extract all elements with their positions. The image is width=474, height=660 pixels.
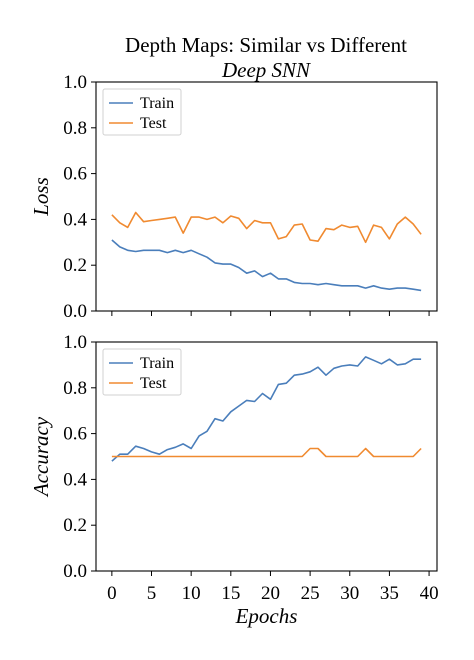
x-tick-label: 40 (420, 583, 439, 604)
legend-label: Train (140, 95, 174, 112)
accuracy-panel: 0.0 0.2 0.4 0.6 0.8 1.0 0 5 10 15 20 25 30 35 40 Accura… (29, 332, 439, 628)
series-line-test (111, 211, 422, 244)
axes-frame (95, 341, 438, 572)
legend-label: Test (140, 115, 167, 132)
x-tick-label: 25 (301, 583, 320, 604)
loss-panel: 0.0 0.2 0.4 0.6 0.8 1.0 Loss Train Test (29, 72, 438, 322)
y-axis-label: Loss (29, 177, 53, 217)
x-tick-label: 10 (182, 583, 201, 604)
chart-subtitle: Deep SNN (221, 58, 311, 82)
y-tick-label: 0.0 (63, 561, 87, 582)
y-tick-label: 0.4 (63, 209, 87, 230)
y-axis-label: Accuracy (29, 416, 53, 498)
y-tick-label: 0.2 (63, 255, 87, 276)
chart-title: Depth Maps: Similar vs Different (125, 33, 407, 57)
y-tick-label: 1.0 (63, 332, 87, 353)
x-tick-label: 5 (147, 583, 157, 604)
x-tick-label: 15 (221, 583, 240, 604)
series-line-test (111, 447, 422, 458)
legend-label: Train (140, 355, 174, 372)
y-tick-label: 1.0 (63, 72, 87, 93)
x-tick-label: 20 (261, 583, 280, 604)
y-tick-label: 0.0 (63, 301, 87, 322)
axes-frame (95, 81, 438, 312)
y-tick-label: 0.2 (63, 515, 87, 536)
legend-label: Test (140, 375, 167, 392)
series-line-train (111, 356, 422, 462)
x-axis-label: Epochs (235, 604, 298, 628)
y-tick-label: 0.4 (63, 469, 87, 490)
y-tick-label: 0.8 (63, 378, 87, 399)
x-tick-label: 30 (340, 583, 359, 604)
y-tick-label: 0.6 (63, 164, 87, 185)
series-line-train (111, 239, 422, 292)
y-tick-label: 0.6 (63, 424, 87, 445)
x-tick-label: 35 (380, 583, 399, 604)
x-tick-label: 0 (107, 583, 117, 604)
y-tick-label: 0.8 (63, 118, 87, 139)
